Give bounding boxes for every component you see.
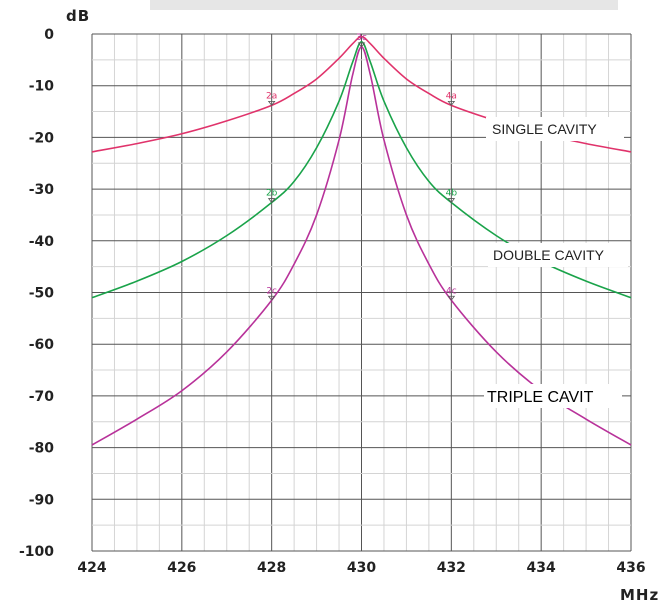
- marker-label: 3c: [356, 33, 367, 43]
- marker-point: [447, 295, 456, 301]
- marker-label: 2a: [266, 91, 277, 101]
- marker-label: 4b: [446, 189, 458, 199]
- label-single-cavity-text: SINGLE CAVITY: [492, 121, 597, 137]
- label-triple-cavity-bg: [484, 384, 622, 408]
- x-tick-label: 426: [167, 560, 196, 576]
- marker-point: [357, 42, 366, 48]
- y-tick-label: 0: [44, 27, 54, 43]
- x-tick-label: 430: [347, 560, 376, 576]
- marker-label: 2c: [266, 286, 277, 296]
- marker-point: [267, 100, 276, 107]
- x-tick-label: 436: [616, 560, 645, 576]
- y-tick-label: -100: [19, 544, 54, 560]
- y-tick-label: -90: [29, 492, 55, 508]
- x-tick-label: 428: [257, 560, 286, 576]
- x-tick-label: 434: [527, 560, 556, 576]
- label-double-cavity-text: DOUBLE CAVITY: [493, 247, 605, 263]
- y-tick-label: -80: [29, 441, 55, 457]
- label-triple-cavity-text: TRIPLE CAVIT: [487, 389, 594, 406]
- y-tick-label: -20: [29, 130, 55, 146]
- y-tick-label: -70: [29, 389, 55, 405]
- label-triple-cavity: TRIPLE CAVIT: [484, 384, 622, 408]
- y-axis-title: dB: [66, 7, 90, 25]
- marker-point: [267, 295, 276, 301]
- marker-point: [447, 100, 456, 107]
- y-tick-label: -60: [29, 337, 55, 353]
- y-tick-label: -40: [29, 234, 55, 250]
- label-single-cavity-bg: [486, 117, 624, 141]
- tick-labels: 0 -10 -20 -30 -40 -50 -60 -70 -80 -90 -100 424 426 42…: [19, 27, 646, 576]
- x-axis-title: MHz: [620, 586, 659, 604]
- marker-point: [267, 198, 276, 204]
- top-bar-decoration: [150, 0, 618, 10]
- marker-label: 2b: [266, 189, 278, 199]
- y-tick-label: -30: [29, 182, 55, 198]
- series-line-double-cavity: [91, 40, 632, 299]
- point-markers: 2a 4a 2b 4b 2c 4c 3c: [266, 33, 458, 301]
- marker-label: 4c: [446, 286, 457, 296]
- x-tick-label: 424: [77, 560, 106, 576]
- x-tick-label: 432: [437, 560, 466, 576]
- marker-point: [447, 198, 456, 204]
- label-double-cavity: DOUBLE CAVITY: [488, 243, 628, 267]
- marker-label: 4a: [446, 91, 457, 101]
- y-tick-label: -50: [29, 286, 55, 302]
- y-tick-label: -10: [29, 79, 55, 95]
- label-double-cavity-bg: [488, 243, 628, 267]
- grid: [91, 33, 632, 552]
- label-single-cavity: SINGLE CAVITY: [486, 117, 624, 141]
